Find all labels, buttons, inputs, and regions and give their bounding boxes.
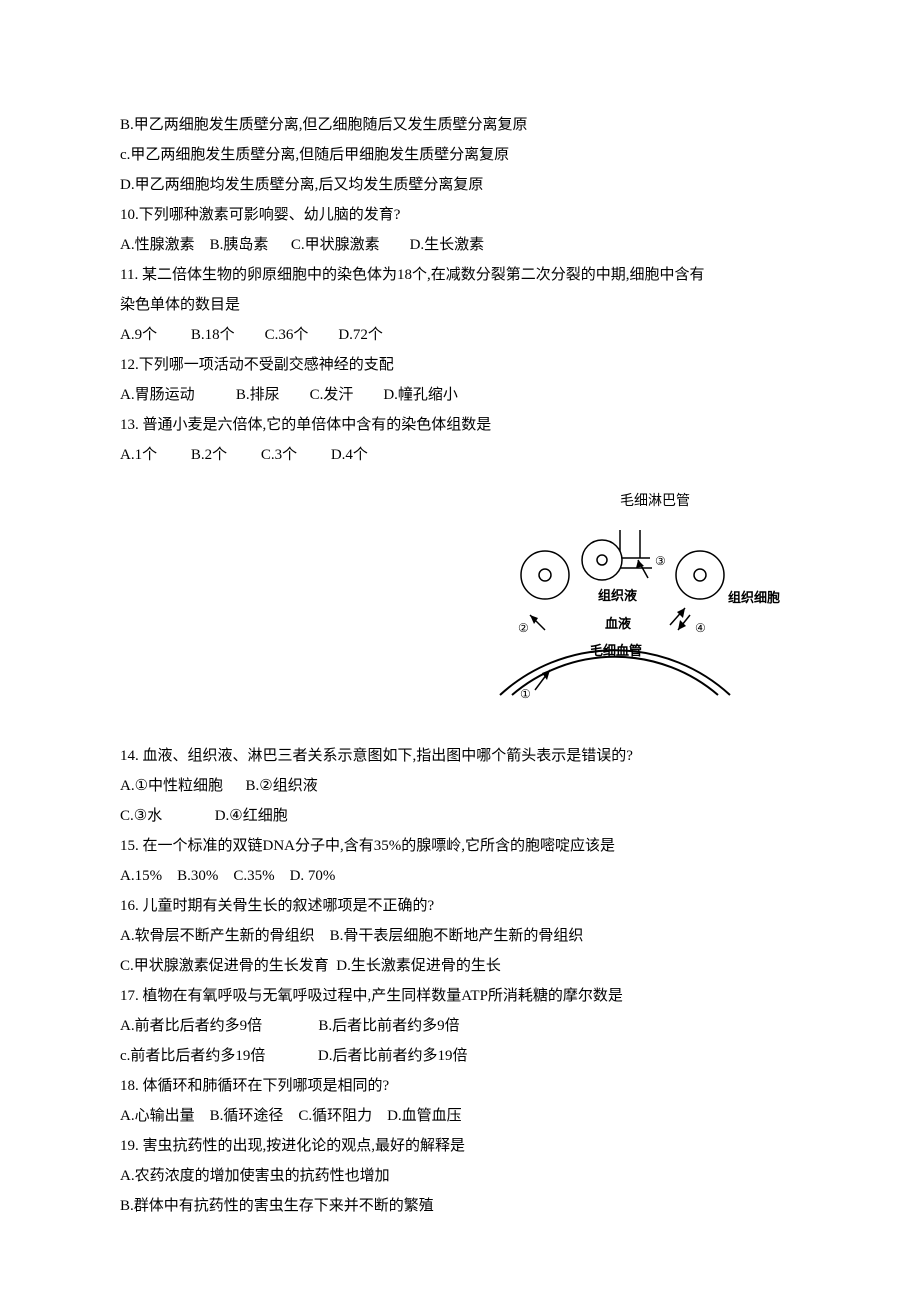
exam-page: B.甲乙两细胞发生质壁分离,但乙细胞随后又发生质壁分离复原 c.甲乙两细胞发生质… (0, 0, 920, 1281)
q14-options-cd: C.③水 D.④红细胞 (120, 801, 800, 831)
q17-stem: 17. 植物在有氧呼吸与无氧呼吸过程中,产生同样数量ATP所消耗糖的摩尔数是 (120, 981, 800, 1011)
label-blood: 血液 (605, 616, 631, 631)
q19-option-a: A.农药浓度的增加使害虫的抗药性也增加 (120, 1161, 800, 1191)
figure-caption: 毛细淋巴管 (120, 488, 780, 516)
mark-2: ② (518, 621, 529, 635)
label-tissue-cell: 组织细胞 (728, 590, 780, 605)
q9-option-d: D.甲乙两细胞均发生质壁分离,后又均发生质壁分离复原 (120, 170, 800, 200)
q13-stem: 13. 普通小麦是六倍体,它的单倍体中含有的染色体组数是 (120, 410, 800, 440)
q9-option-b: B.甲乙两细胞发生质壁分离,但乙细胞随后又发生质壁分离复原 (120, 110, 800, 140)
q12-stem: 12.下列哪一项活动不受副交感神经的支配 (120, 350, 800, 380)
mark-4: ④ (695, 621, 706, 635)
mark-1: ① (520, 687, 531, 701)
label-tissue-fluid: 组织液 (598, 588, 637, 603)
q15-stem: 15. 在一个标准的双链DNA分子中,含有35%的腺嘌岭,它所含的胞嘧啶应该是 (120, 831, 800, 861)
q19-option-b: B.群体中有抗药性的害虫生存下来并不断的繁殖 (120, 1191, 800, 1221)
mark-3: ③ (655, 554, 666, 568)
q17-options-cd: c.前者比后者约多19倍 D.后者比前者约多19倍 (120, 1041, 800, 1071)
q18-stem: 18. 体循环和肺循环在下列哪项是相同的? (120, 1071, 800, 1101)
q13-options: A.1个 B.2个 C.3个 D.4个 (120, 440, 800, 470)
q11-options: A.9个 B.18个 C.36个 D.72个 (120, 320, 800, 350)
q19-stem: 19. 害虫抗药性的出现,按进化论的观点,最好的解释是 (120, 1131, 800, 1161)
q17-options-ab: A.前者比后者约多9倍 B.后者比前者约多9倍 (120, 1011, 800, 1041)
q15-options: A.15% B.30% C.35% D. 70% (120, 861, 800, 891)
q9-option-c: c.甲乙两细胞发生质壁分离,但随后甲细胞发生质壁分离复原 (120, 140, 800, 170)
lymph-diagram: ① ② ③ ④ 组织液 血液 毛细血管 组织细胞 (490, 520, 780, 710)
q16-options-cd: C.甲状腺激素促进骨的生长发育 D.生长激素促进骨的生长 (120, 951, 800, 981)
q10-options: A.性腺激素 B.胰岛素 C.甲状腺激素 D.生长激素 (120, 230, 800, 260)
q14-options-ab: A.①中性粒细胞 B.②组织液 (120, 771, 800, 801)
q11-stem-line1: 11. 某二倍体生物的卵原细胞中的染色体为18个,在减数分裂第二次分裂的中期,细… (120, 260, 800, 290)
q11-stem-line2: 染色单体的数目是 (120, 290, 800, 320)
q14-stem: 14. 血液、组织液、淋巴三者关系示意图如下,指出图中哪个箭头表示是错误的? (120, 741, 800, 771)
q18-options: A.心输出量 B.循环途径 C.循环阻力 D.血管血压 (120, 1101, 800, 1131)
figure-wrap: 毛细淋巴管 (120, 488, 800, 721)
label-capillary: 毛细血管 (590, 643, 642, 658)
q10-stem: 10.下列哪种激素可影响婴、幼儿脑的发育? (120, 200, 800, 230)
q12-options: A.胃肠运动 B.排尿 C.发汗 D.幢孔缩小 (120, 380, 800, 410)
q16-options-ab: A.软骨层不断产生新的骨组织 B.骨干表层细胞不断地产生新的骨组织 (120, 921, 800, 951)
q16-stem: 16. 儿童时期有关骨生长的叙述哪项是不正确的? (120, 891, 800, 921)
